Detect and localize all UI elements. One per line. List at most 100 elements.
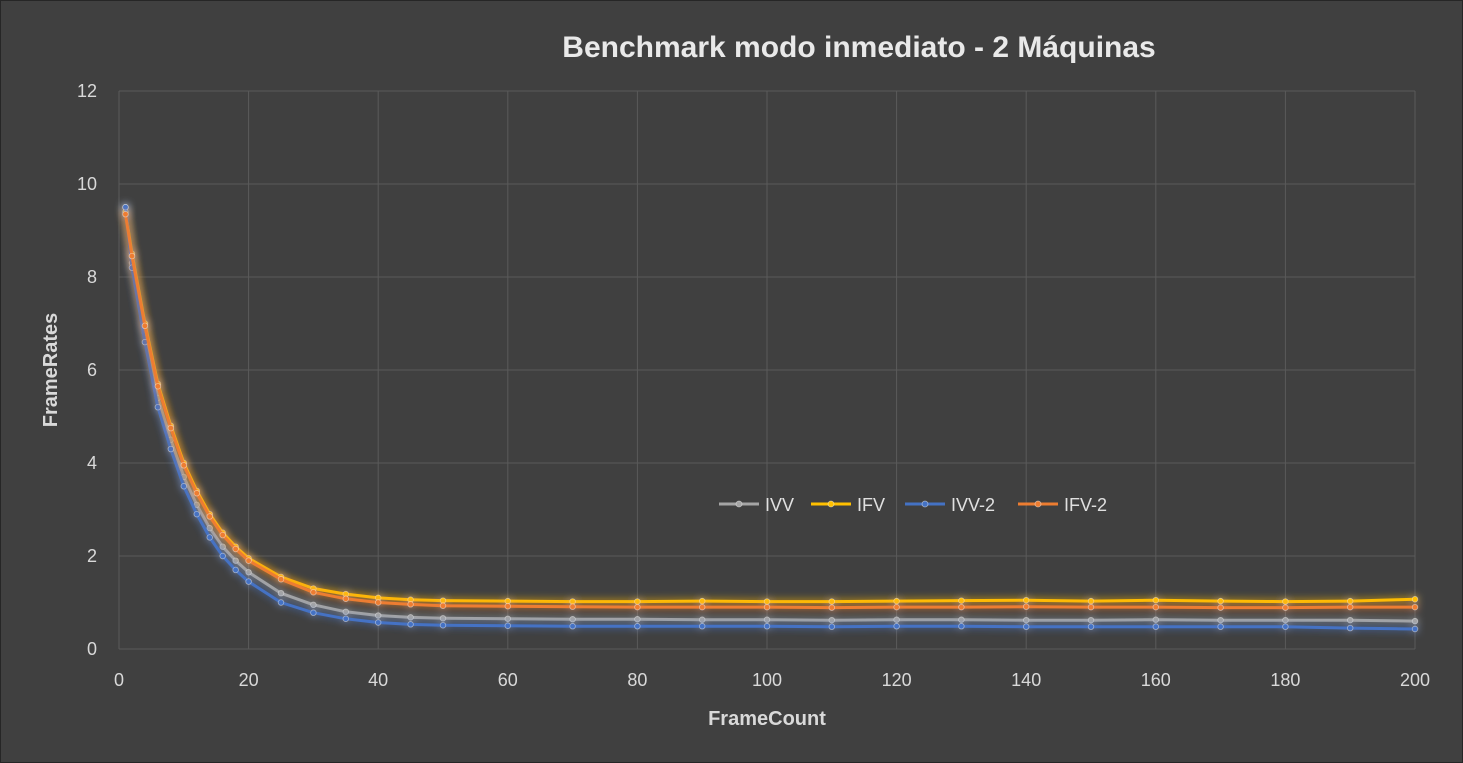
data-point <box>167 445 175 453</box>
data-point <box>569 616 576 623</box>
y-tick-label: 2 <box>87 546 97 566</box>
data-point <box>167 424 175 432</box>
data-point <box>439 622 447 629</box>
y-tick-label: 4 <box>87 453 97 473</box>
data-point <box>193 490 200 497</box>
data-point <box>1022 596 1030 604</box>
data-point <box>245 578 252 585</box>
data-point <box>1411 617 1419 625</box>
x-tick-label: 0 <box>114 670 124 690</box>
data-point <box>122 204 129 211</box>
x-tick-label: 20 <box>239 670 259 690</box>
data-point <box>1346 624 1354 632</box>
x-tick-label: 60 <box>498 670 518 690</box>
data-point <box>699 616 706 623</box>
data-point <box>122 211 129 218</box>
data-point <box>958 597 965 604</box>
data-point <box>1282 598 1289 605</box>
data-point <box>206 513 213 520</box>
data-point <box>1411 596 1419 603</box>
legend-marker <box>827 500 835 508</box>
data-point <box>958 616 965 623</box>
y-tick-label: 6 <box>87 360 97 380</box>
data-point <box>232 545 239 553</box>
data-point <box>206 524 213 532</box>
data-point <box>180 462 187 469</box>
data-point <box>407 601 414 608</box>
data-point <box>1087 616 1095 624</box>
series-2 <box>122 208 1419 605</box>
legend-item: IVV <box>719 495 794 515</box>
series-line <box>124 207 1416 623</box>
x-tick-label: 180 <box>1270 670 1300 690</box>
data-point <box>206 534 213 541</box>
x-axis-label: FrameCount <box>708 708 826 730</box>
x-tick-label: 100 <box>752 670 782 690</box>
data-point <box>763 616 771 623</box>
legend-label: IVV-2 <box>951 495 995 515</box>
data-point <box>893 623 900 630</box>
data-point <box>1411 603 1419 611</box>
data-point <box>763 623 771 630</box>
data-point <box>277 576 285 583</box>
legend-marker <box>921 500 929 508</box>
data-point <box>1282 623 1289 630</box>
data-point <box>699 603 706 611</box>
legend-label: IFV <box>857 495 885 515</box>
data-point <box>1152 623 1159 630</box>
data-point <box>763 603 771 611</box>
data-point <box>893 597 900 605</box>
data-point <box>1022 616 1030 624</box>
data-point <box>634 598 641 605</box>
data-point <box>699 597 706 605</box>
x-tick-label: 200 <box>1400 670 1430 690</box>
data-point <box>342 615 349 622</box>
data-point <box>310 589 317 596</box>
data-point <box>1346 603 1354 611</box>
data-point <box>1282 604 1289 611</box>
data-point <box>154 404 162 411</box>
data-point <box>342 595 349 602</box>
legend-item: IVV-2 <box>905 495 995 515</box>
data-point <box>504 615 511 622</box>
data-point <box>893 603 900 611</box>
data-point <box>1282 616 1289 624</box>
data-point <box>310 609 317 616</box>
data-point <box>1087 623 1095 630</box>
data-point <box>569 623 576 630</box>
data-point <box>245 557 252 564</box>
legend: IVV IFV IVV-2 IFV-2 <box>719 495 1107 515</box>
data-point <box>219 543 226 550</box>
legend-label: IVV <box>765 495 794 515</box>
data-point <box>634 623 641 630</box>
data-point <box>375 599 382 606</box>
series-1 <box>122 204 1419 625</box>
data-point <box>828 623 835 630</box>
data-point <box>699 623 706 630</box>
data-point <box>141 322 149 330</box>
data-point <box>154 383 162 390</box>
legend-marker <box>735 500 743 508</box>
data-point <box>828 598 835 605</box>
data-point <box>1217 604 1224 611</box>
grid <box>118 90 1416 650</box>
data-point <box>1152 603 1159 611</box>
y-tick-label: 10 <box>77 174 97 194</box>
x-tick-label: 40 <box>368 670 388 690</box>
data-point <box>1152 616 1159 623</box>
series-3 <box>122 204 1419 633</box>
series-line <box>124 213 1415 610</box>
x-tick-label: 80 <box>627 670 647 690</box>
data-point <box>180 483 187 490</box>
y-tick-label: 0 <box>87 639 97 659</box>
series-4 <box>122 211 1419 611</box>
data-point <box>219 552 226 560</box>
x-tick-label: 120 <box>882 670 912 690</box>
data-point <box>342 608 349 615</box>
data-point <box>232 557 239 564</box>
data-point <box>1411 625 1419 633</box>
data-point <box>1087 603 1095 611</box>
data-point <box>634 603 641 611</box>
data-point <box>245 569 252 576</box>
series-line <box>124 211 1416 604</box>
